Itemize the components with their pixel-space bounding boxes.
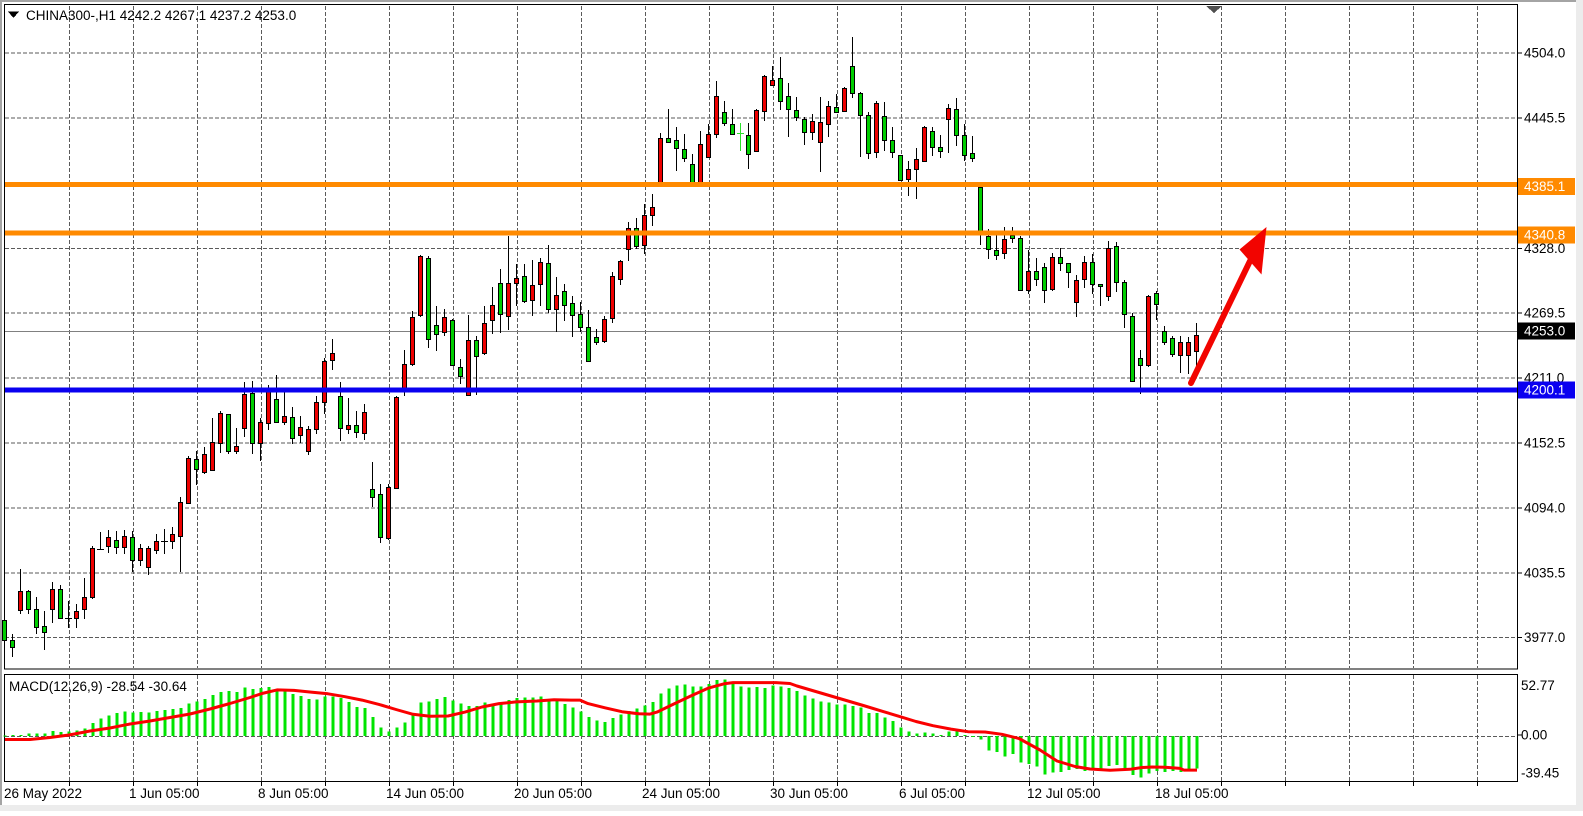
svg-text:18 Jul 05:00: 18 Jul 05:00	[1155, 786, 1229, 801]
svg-text:30 Jun 05:00: 30 Jun 05:00	[770, 786, 848, 801]
svg-text:-39.45: -39.45	[1521, 766, 1559, 781]
svg-text:MACD(12,26,9) -28.54 -30.64: MACD(12,26,9) -28.54 -30.64	[9, 679, 187, 694]
svg-text:3977.0: 3977.0	[1524, 630, 1565, 645]
svg-text:CHINA300-,H1 4242.2 4267.1 42: CHINA300-,H1 4242.2 4267.1 4237.2 4253.0	[26, 8, 296, 23]
svg-text:4328.0: 4328.0	[1524, 241, 1565, 256]
svg-text:4253.0: 4253.0	[1524, 324, 1565, 339]
svg-text:4504.0: 4504.0	[1524, 46, 1565, 61]
svg-text:4445.5: 4445.5	[1524, 110, 1565, 125]
svg-text:1 Jun 05:00: 1 Jun 05:00	[129, 786, 200, 801]
svg-text:20 Jun 05:00: 20 Jun 05:00	[514, 786, 592, 801]
svg-text:52.77: 52.77	[1521, 678, 1555, 693]
svg-text:6 Jul 05:00: 6 Jul 05:00	[899, 786, 965, 801]
svg-text:4094.0: 4094.0	[1524, 500, 1565, 515]
svg-text:12 Jul 05:00: 12 Jul 05:00	[1027, 786, 1101, 801]
svg-text:8 Jun 05:00: 8 Jun 05:00	[258, 786, 329, 801]
svg-text:4152.5: 4152.5	[1524, 436, 1565, 451]
svg-text:26 May 2022: 26 May 2022	[4, 786, 82, 801]
svg-text:4200.1: 4200.1	[1524, 383, 1565, 398]
svg-text:4385.1: 4385.1	[1524, 179, 1565, 194]
svg-text:4035.5: 4035.5	[1524, 565, 1565, 580]
svg-text:14 Jun 05:00: 14 Jun 05:00	[386, 786, 464, 801]
svg-text:0.00: 0.00	[1521, 727, 1547, 742]
svg-text:24 Jun 05:00: 24 Jun 05:00	[642, 786, 720, 801]
svg-text:4269.5: 4269.5	[1524, 306, 1565, 321]
svg-text:4340.8: 4340.8	[1524, 228, 1565, 243]
